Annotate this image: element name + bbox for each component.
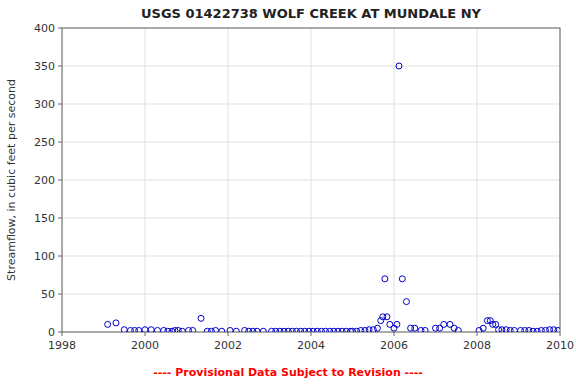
grid bbox=[62, 28, 560, 332]
y-tick bbox=[58, 104, 62, 105]
y-tick-label: 200 bbox=[34, 174, 55, 187]
grid-line-y bbox=[62, 66, 560, 67]
y-tick-label: 400 bbox=[34, 22, 55, 35]
y-tick bbox=[58, 332, 62, 333]
x-tick bbox=[560, 332, 561, 336]
point bbox=[233, 328, 239, 332]
grid-line-y bbox=[62, 104, 560, 105]
point bbox=[374, 325, 380, 331]
point bbox=[198, 315, 204, 321]
x-tick bbox=[145, 332, 146, 336]
y-tick-label: 100 bbox=[34, 250, 55, 263]
x-tick-label: 2006 bbox=[380, 339, 408, 352]
y-tick-label: 150 bbox=[34, 212, 55, 225]
point bbox=[254, 328, 260, 332]
y-tick-label: 0 bbox=[48, 326, 55, 339]
point bbox=[382, 276, 388, 282]
y-tick bbox=[58, 294, 62, 295]
point bbox=[113, 320, 119, 326]
point bbox=[551, 327, 557, 332]
y-tick bbox=[58, 256, 62, 257]
y-tick bbox=[58, 218, 62, 219]
y-axis-label: Streamflow, in cubic feet per second bbox=[5, 79, 18, 281]
grid-line-y bbox=[62, 180, 560, 181]
x-tick-label: 2000 bbox=[131, 339, 159, 352]
y-tick-label: 300 bbox=[34, 98, 55, 111]
y-tick bbox=[58, 28, 62, 29]
point bbox=[219, 328, 225, 332]
axes: 1998 2000 2002 2004 2006 2008 2010 0 50 100 150 200… bbox=[34, 22, 574, 352]
point bbox=[179, 328, 185, 332]
point bbox=[148, 327, 154, 332]
title: USGS 01422738 WOLF CREEK AT MUNDALE NY bbox=[141, 6, 482, 21]
x-tick bbox=[311, 332, 312, 336]
grid-line-y bbox=[62, 218, 560, 219]
point bbox=[142, 327, 148, 332]
point bbox=[396, 63, 402, 69]
point bbox=[394, 321, 400, 327]
x-tick-label: 2004 bbox=[297, 339, 325, 352]
y-tick bbox=[58, 142, 62, 143]
point bbox=[480, 325, 486, 331]
point bbox=[190, 327, 196, 332]
y-tick-label: 50 bbox=[41, 288, 55, 301]
plot-frame bbox=[62, 28, 560, 332]
x-tick bbox=[62, 332, 63, 336]
point bbox=[136, 327, 142, 332]
footer-note: ---- Provisional Data Subject to Revisio… bbox=[153, 366, 423, 379]
point bbox=[370, 327, 376, 332]
point bbox=[455, 327, 461, 332]
x-tick bbox=[228, 332, 229, 336]
x-tick-label: 1998 bbox=[48, 339, 76, 352]
x-tick-label: 2008 bbox=[463, 339, 491, 352]
point bbox=[503, 327, 509, 332]
point bbox=[227, 327, 233, 332]
grid-line-y bbox=[62, 256, 560, 257]
point bbox=[555, 327, 560, 332]
point bbox=[441, 321, 447, 327]
point bbox=[213, 327, 219, 332]
point bbox=[403, 299, 409, 305]
x-tick-label: 2010 bbox=[546, 339, 574, 352]
chart: 1998 2000 2002 2004 2006 2008 2010 0 50 100 150 200… bbox=[0, 0, 576, 384]
grid-line-y bbox=[62, 294, 560, 295]
point bbox=[260, 328, 266, 332]
point bbox=[412, 325, 418, 331]
y-tick bbox=[58, 66, 62, 67]
points bbox=[105, 63, 560, 332]
grid-line-y bbox=[62, 142, 560, 143]
point bbox=[422, 327, 428, 332]
point bbox=[511, 327, 517, 332]
point bbox=[105, 321, 111, 327]
point bbox=[121, 327, 127, 332]
point bbox=[154, 327, 160, 332]
y-tick bbox=[58, 180, 62, 181]
y-tick-label: 250 bbox=[34, 136, 55, 149]
x-tick bbox=[394, 332, 395, 336]
x-tick bbox=[477, 332, 478, 336]
point bbox=[384, 314, 390, 320]
x-tick-label: 2002 bbox=[214, 339, 242, 352]
y-tick-label: 350 bbox=[34, 60, 55, 73]
point bbox=[399, 276, 405, 282]
